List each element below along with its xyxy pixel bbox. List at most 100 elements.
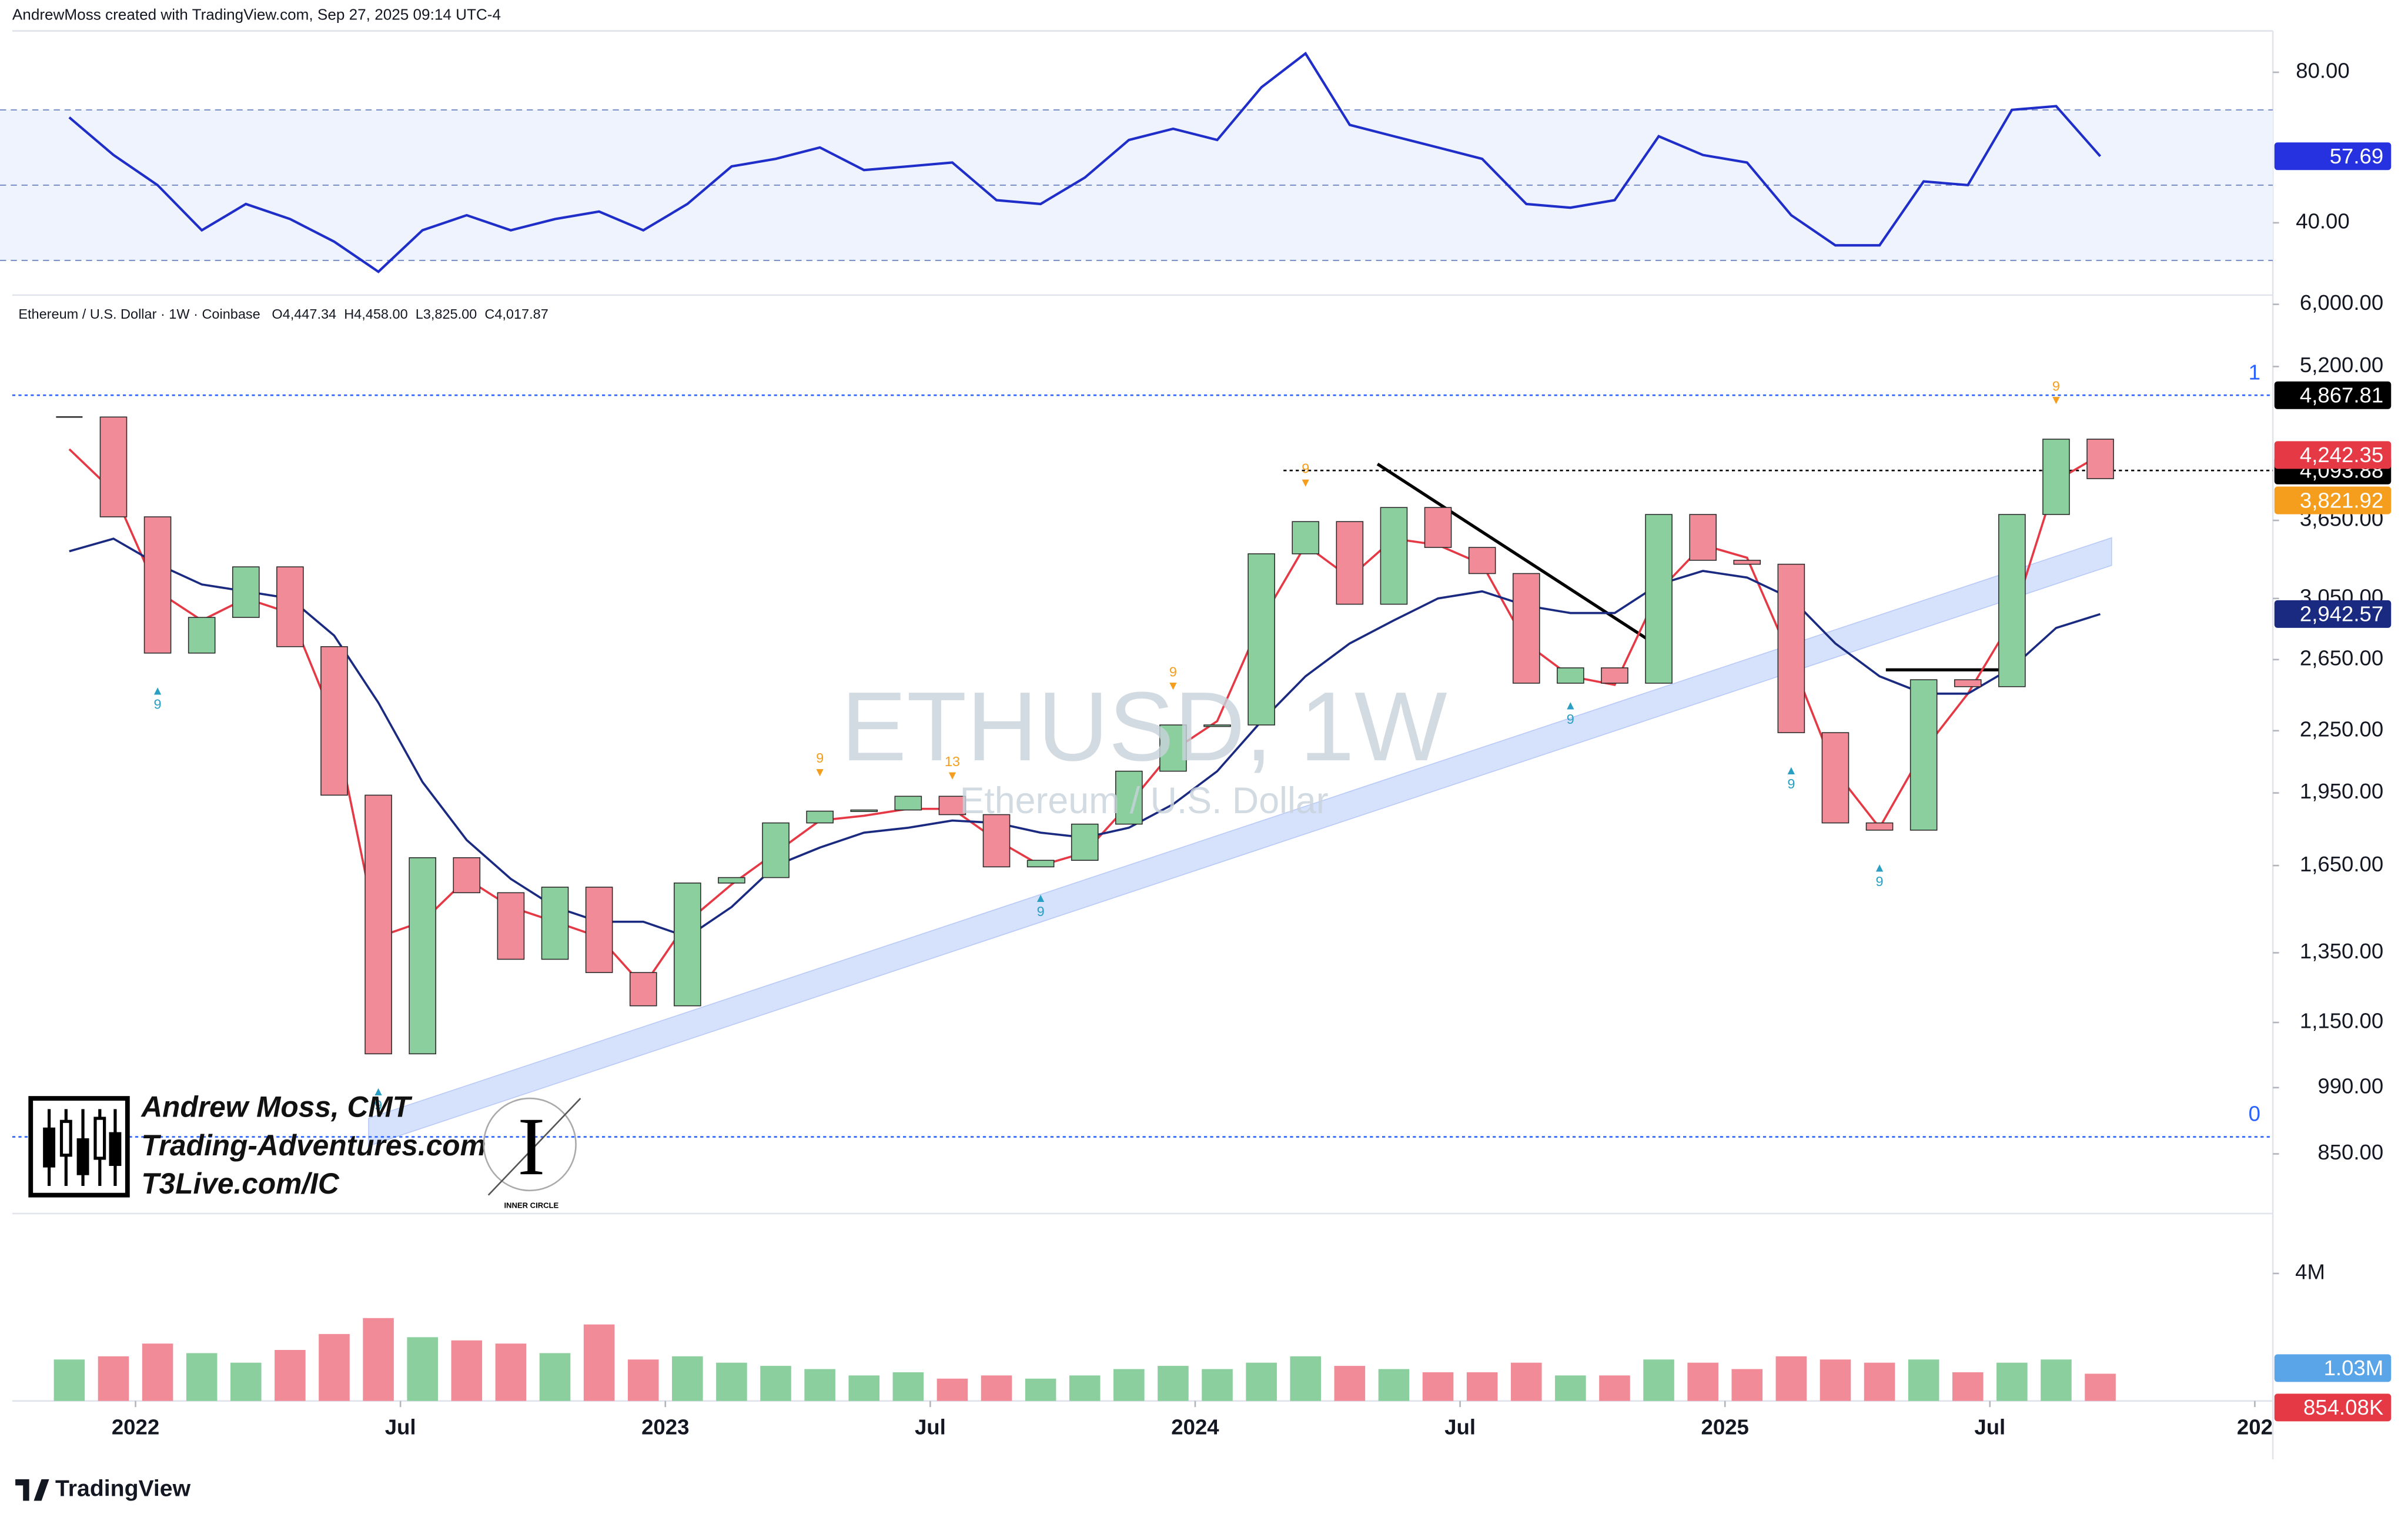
candle [629,972,657,1007]
candle [364,794,392,1055]
td-marker: 9 [2052,378,2060,393]
volume-bar [1422,1372,1454,1401]
credit: AndrewMoss created with TradingView.com,… [12,5,501,23]
td-arrow: ▲ [1564,699,1577,713]
badge-text: INNER CIRCLE [504,1201,558,1209]
candle [1071,823,1099,861]
td-arrow: ▼ [814,766,826,779]
volume-bar [539,1353,571,1401]
volume-bar [1820,1359,1851,1401]
candle [1512,573,1540,684]
td-marker: 13 [945,754,960,769]
candle [143,516,172,654]
volume-bar [1113,1369,1145,1401]
candle [1865,822,1894,831]
volume-bar [937,1378,968,1401]
volume-panel [53,1318,2116,1401]
volume-bar [230,1362,262,1401]
y-tick-label: 2,250.00 [2300,717,2383,741]
volume-bar [142,1343,173,1401]
volume-bar [275,1349,306,1401]
td-arrow: ▲ [372,1085,384,1098]
td-marker: 9 [154,697,162,712]
rsi-band-fill [0,109,2273,260]
rsi-panel [0,51,2273,273]
footer-brand: TradingView [55,1476,191,1502]
volume-bar [451,1340,483,1401]
candle [320,646,348,796]
rsi-line [68,51,2102,273]
y-tick-label: 1,150.00 [2300,1009,2383,1033]
volume-bar [1864,1362,1895,1401]
candle [673,883,701,1007]
volume-bar [716,1362,747,1401]
x-tick-label: Jul [915,1415,946,1439]
price-label: 854.08K [2303,1395,2383,1419]
ohlc-value: H4,458.00 [344,306,407,322]
y-tick-label: 2,650.00 [2300,646,2383,670]
volume-bar [363,1318,394,1401]
candle [718,877,745,884]
volume-bar [1069,1375,1101,1401]
candle [1248,553,1275,726]
volume-bar [848,1375,879,1401]
td-marker: 9 [1302,461,1309,476]
candle [2086,439,2114,479]
logo-candles [43,1109,122,1186]
volume-bar [1555,1375,1586,1401]
td-marker: 9 [1169,664,1177,679]
x-tick-label: 202 [2237,1415,2273,1439]
brand-line: Andrew Moss, CMT [140,1090,412,1123]
volume-bar [804,1369,835,1401]
candle [894,796,922,811]
price-label: 3,821.92 [2300,488,2383,512]
candle [850,809,878,812]
ohlc-value: O4,447.34 [272,306,336,322]
volume-bar [1246,1362,1277,1401]
volume-bar [1952,1372,1984,1401]
candle [1159,724,1187,772]
badge-stroke [487,1098,581,1196]
volume-bar [319,1333,350,1401]
candle [1998,514,2026,687]
header-bar [0,0,2408,31]
watermark-subtitle: Ethereum / U.S. Dollar [960,780,1329,821]
candle [188,617,216,654]
y-tick-label: 1,350.00 [2300,939,2383,963]
volume-bar [1025,1378,1056,1401]
volume-bar [1158,1366,1189,1401]
y-tick-label: 850.00 [2317,1140,2383,1164]
td-marker: 9 [1787,776,1795,791]
volume-bar [407,1337,438,1401]
price-label-box [2274,600,2392,628]
td-arrow: ▼ [2050,393,2062,407]
volume-bar [1378,1369,1410,1401]
candle [1424,507,1452,548]
price-label-box [2274,1393,2392,1422]
volume-bar [892,1372,924,1401]
candle [1336,521,1364,605]
candle [1821,732,1850,824]
volume-bar [1908,1359,1939,1401]
volume-bar [760,1366,791,1401]
candle [1601,667,1628,684]
brand-line: Trading-Adventures.com [141,1129,486,1162]
volume-bar [1775,1356,1807,1401]
candle [453,857,481,894]
x-tick-label: 2023 [641,1415,689,1439]
volume-bar [1643,1359,1674,1401]
candle [276,566,304,647]
candle [1380,507,1408,605]
candle [982,814,1011,868]
price-label-box [2274,486,2392,514]
volume-bar [981,1375,1012,1401]
trendline [1376,463,1663,650]
volume-bar [1731,1369,1763,1401]
candle [762,822,790,878]
volume-bar [2041,1359,2072,1401]
td-arrow: ▲ [1785,764,1798,777]
footer: TradingView [15,1476,191,1502]
y-tick-label: 1,650.00 [2300,852,2383,876]
volume-bar [53,1359,85,1401]
